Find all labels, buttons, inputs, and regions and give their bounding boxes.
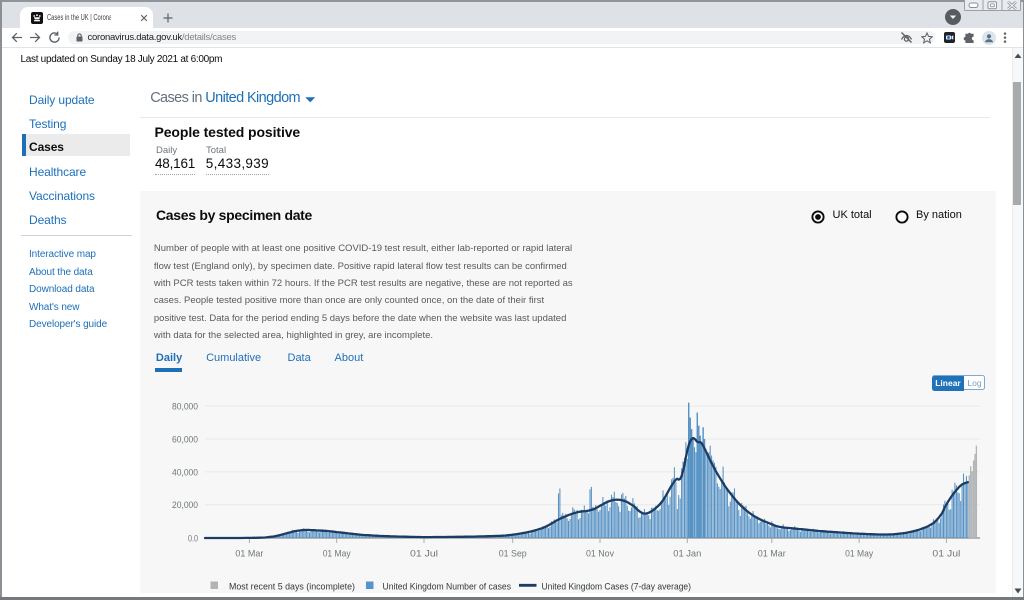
- svg-text:0.0: 0.0: [188, 533, 198, 544]
- svg-text:United Kingdom Number of cases: United Kingdom Number of cases: [383, 582, 512, 593]
- svg-text:01 Sep: 01 Sep: [499, 549, 527, 560]
- svg-text:60,000: 60,000: [172, 434, 198, 445]
- svg-text:01 Jan: 01 Jan: [673, 549, 701, 560]
- svg-text:01 Mar: 01 Mar: [235, 549, 263, 560]
- svg-text:01 Jul: 01 Jul: [410, 549, 438, 560]
- svg-text:80,000: 80,000: [172, 402, 198, 413]
- svg-text:01 May: 01 May: [323, 549, 351, 560]
- svg-text:40,000: 40,000: [172, 467, 198, 478]
- svg-text:20,000: 20,000: [172, 500, 198, 511]
- svg-text:United Kingdom Cases (7-day av: United Kingdom Cases (7-day average): [542, 582, 692, 593]
- svg-text:01 Nov: 01 Nov: [586, 549, 614, 560]
- svg-text:01 Jul: 01 Jul: [932, 549, 960, 560]
- svg-text:01 Mar: 01 Mar: [758, 549, 786, 560]
- svg-text:01 May: 01 May: [845, 549, 873, 560]
- svg-text:Most recent 5 days (incomplete: Most recent 5 days (incomplete): [229, 582, 355, 593]
